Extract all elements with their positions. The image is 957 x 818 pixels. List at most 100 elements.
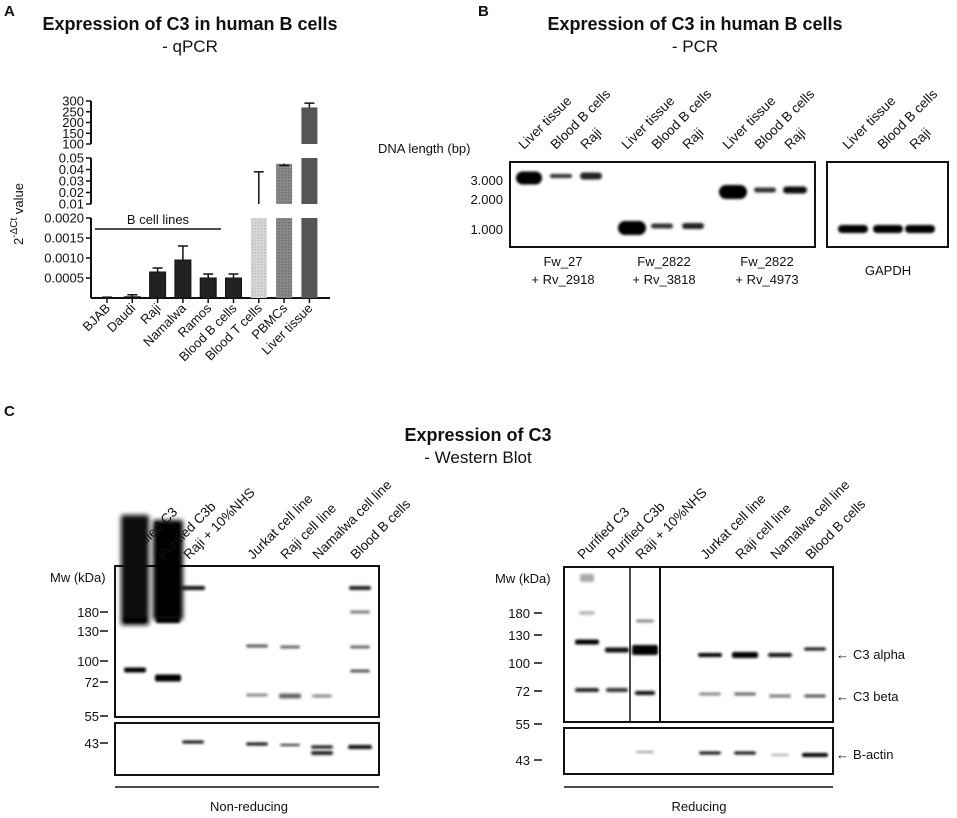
dna-band — [651, 223, 673, 229]
mw-marker-label: 43 — [85, 736, 99, 751]
protein-band — [124, 667, 146, 673]
size-marker-label: 3.000 — [470, 173, 503, 188]
protein-band — [575, 688, 599, 692]
western-title: Expression of C3 — [404, 425, 551, 445]
bar-raji — [149, 271, 167, 299]
dna-band — [783, 186, 807, 194]
protein-band — [246, 742, 268, 746]
panel-label-a: A — [4, 3, 15, 20]
protein-band — [580, 574, 594, 582]
gapdh-band — [838, 225, 868, 233]
protein-band — [804, 647, 826, 651]
protein-band — [802, 753, 828, 757]
protein-band — [636, 619, 654, 623]
lane-label: Raji — [680, 125, 707, 152]
y-label-rest: value — [11, 183, 26, 218]
mw-marker-label: 72 — [85, 675, 99, 690]
pcr-subtitle: - PCR — [672, 37, 718, 56]
protein-band — [311, 745, 333, 749]
protein-band — [804, 694, 826, 698]
mw-marker-label: 72 — [516, 684, 530, 699]
protein-band — [280, 645, 300, 649]
primer-label: + Rv_2918 — [531, 272, 594, 287]
mw-marker-label: 55 — [85, 709, 99, 724]
bar-daudi — [123, 296, 141, 299]
protein-band — [734, 751, 756, 755]
condition-label: Non-reducing — [210, 799, 288, 814]
protein-band — [246, 644, 268, 648]
bar-blood-b-cells — [225, 277, 242, 299]
protein-band — [279, 693, 301, 699]
protein-band — [698, 653, 722, 657]
protein-band — [632, 645, 658, 655]
protein-band — [124, 617, 146, 623]
panel-label-b: B — [478, 3, 489, 20]
y-tick-label: 0.04 — [59, 162, 84, 177]
y-tick-label: 0.0020 — [44, 211, 84, 226]
bar-liver-tissue — [301, 218, 318, 298]
protein-band — [699, 751, 721, 755]
protein-band — [312, 694, 332, 698]
protein-band — [121, 515, 149, 625]
dna-band — [580, 172, 602, 180]
protein-band — [311, 751, 333, 755]
condition-label: Reducing — [672, 799, 727, 814]
panel-c: C Expression of C3 - Western Blot Purifi… — [4, 403, 906, 814]
protein-band — [350, 669, 370, 673]
mw-marker-label: 100 — [77, 654, 99, 669]
protein-band — [734, 692, 756, 696]
protein-band — [181, 586, 205, 590]
y-tick-label: 0.0010 — [44, 251, 84, 266]
protein-band — [156, 617, 180, 623]
primer-label: + Rv_3818 — [632, 272, 695, 287]
mw-marker-label: 43 — [516, 753, 530, 768]
protein-band — [769, 694, 791, 698]
mw-marker-label: 130 — [77, 624, 99, 639]
mw-marker-label: 100 — [508, 656, 530, 671]
band-annotation: C3 alpha — [853, 647, 906, 662]
y-tick-label: 100 — [62, 137, 84, 152]
chart-subtitle: - qPCR — [162, 37, 218, 56]
mw-marker-label: 55 — [516, 717, 530, 732]
primer-label: Fw_27 — [543, 254, 582, 269]
protein-band — [575, 639, 599, 645]
blot-frame — [563, 566, 834, 723]
protein-band — [182, 740, 204, 744]
primer-label: Fw_2822 — [637, 254, 690, 269]
protein-band — [605, 647, 629, 653]
protein-band — [635, 691, 655, 695]
bar-pbmcs — [276, 163, 293, 204]
protein-band — [349, 586, 371, 590]
y-tick-label: 200 — [62, 115, 84, 130]
gel-gapdh-frame — [826, 161, 949, 248]
panel-b: B Expression of C3 in human B cells - PC… — [378, 3, 949, 287]
lane-label: Raji — [907, 125, 934, 152]
panel-label-c: C — [4, 403, 15, 420]
dna-band — [682, 223, 704, 229]
y-tick-label: 250 — [62, 104, 84, 119]
lane-label: Raji — [578, 125, 605, 152]
western-subtitle: - Western Blot — [424, 448, 532, 467]
band-annotation: B-actin — [853, 747, 893, 762]
x-tick-label: Daudi — [104, 300, 139, 335]
protein-band — [350, 610, 370, 614]
dna-band — [550, 174, 572, 178]
y-label-sup: -ΔCt — [9, 218, 20, 238]
mw-marker-label: 180 — [77, 605, 99, 620]
dna-band — [719, 185, 747, 199]
bar-liver-tissue — [301, 107, 318, 144]
band-annotation-arrow: ← — [836, 689, 849, 704]
band-annotation-arrow: ← — [836, 747, 849, 762]
dna-length-label: DNA length (bp) — [378, 141, 471, 156]
mw-marker-label: 180 — [508, 606, 530, 621]
primer-label: Fw_2822 — [740, 254, 793, 269]
size-marker-label: 1.000 — [470, 222, 503, 237]
protein-band — [246, 693, 268, 697]
bar-blood-t-cells — [250, 218, 267, 298]
protein-band — [732, 652, 758, 658]
y-tick-label: 0.02 — [59, 185, 84, 200]
bar-pbmcs — [276, 218, 293, 298]
y-tick-label: 0.01 — [59, 197, 84, 212]
loading-control-frame — [563, 727, 834, 775]
